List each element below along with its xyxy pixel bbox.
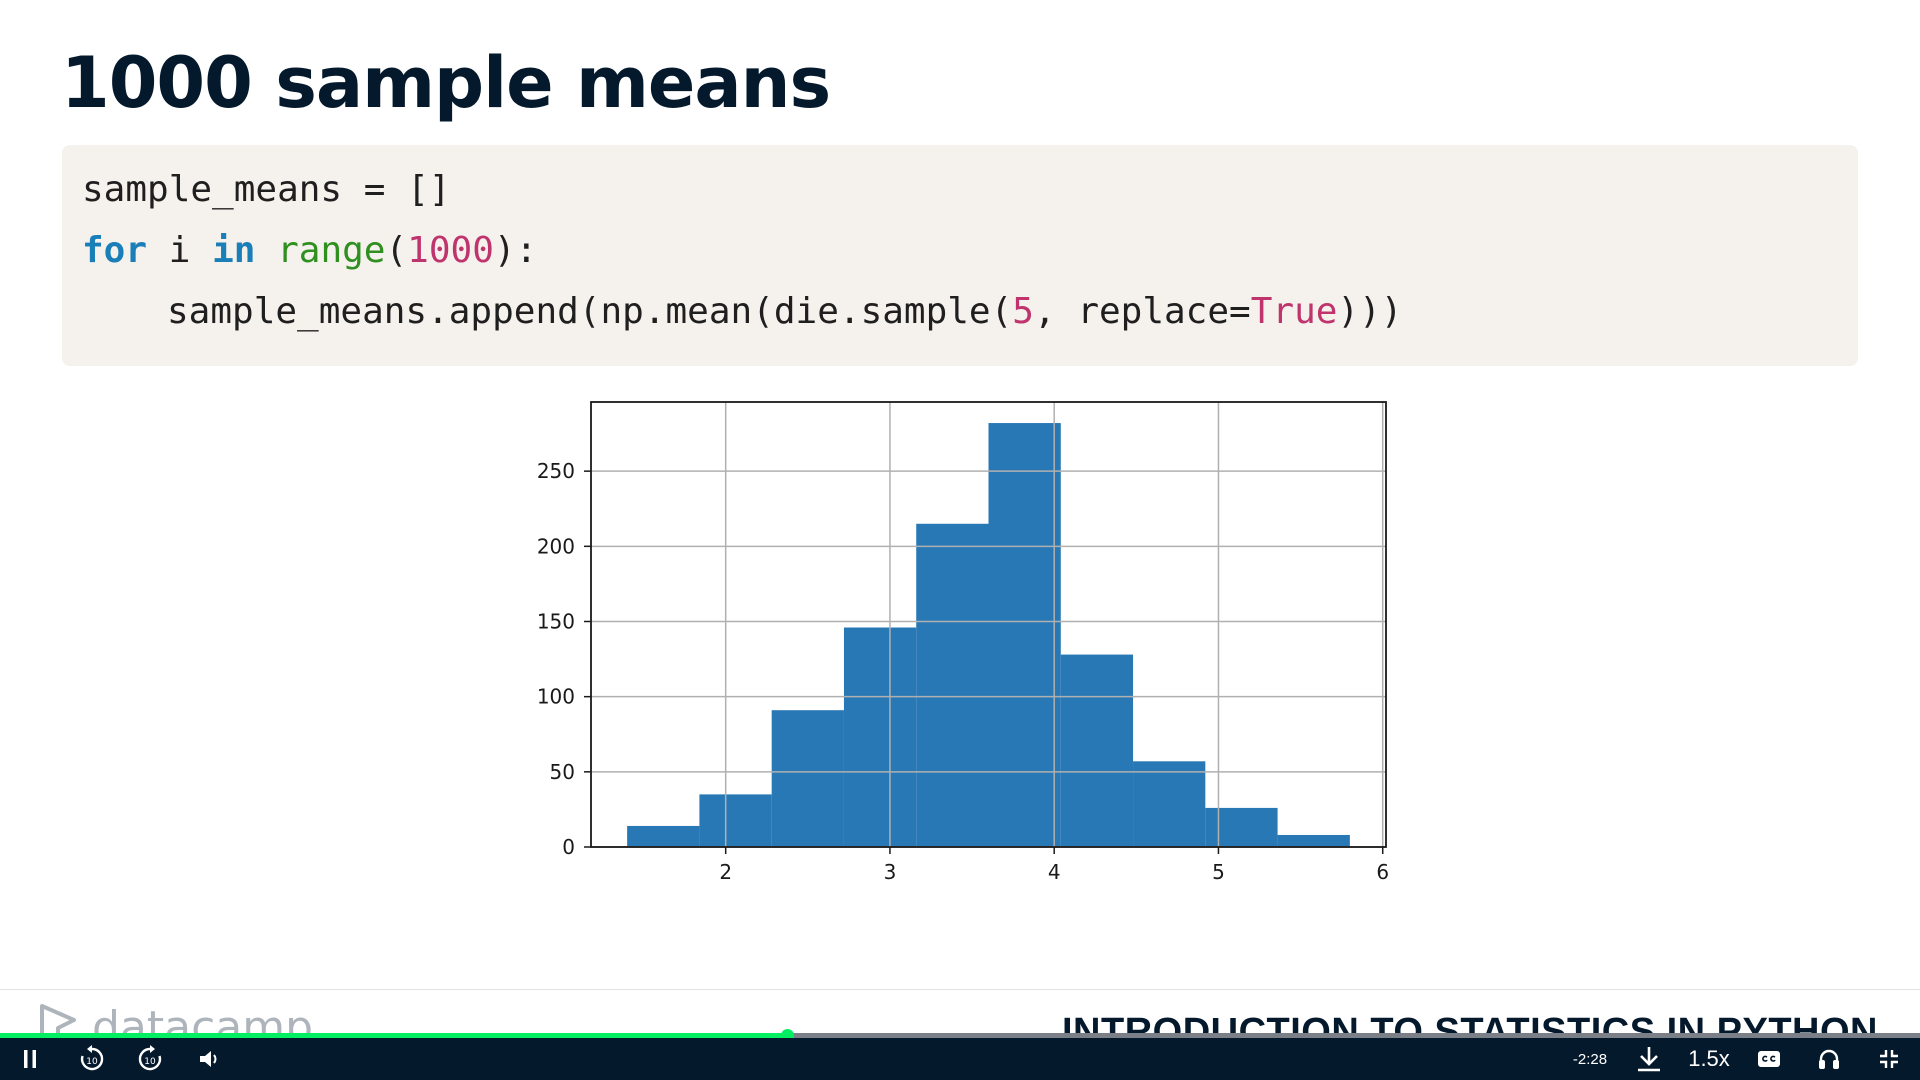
rewind-button[interactable]: 10	[72, 1038, 112, 1080]
pause-button[interactable]	[16, 1038, 44, 1080]
x-tick-label: 3	[884, 860, 897, 884]
exit-fullscreen-icon	[1879, 1049, 1899, 1069]
builtin-range: range	[277, 230, 386, 271]
x-tick-label: 4	[1048, 860, 1061, 884]
code-paren-open: (	[385, 230, 408, 271]
volume-button[interactable]	[196, 1038, 224, 1080]
forward-10-icon: 10	[135, 1044, 165, 1074]
x-tick-label: 5	[1212, 860, 1225, 884]
number-literal: 1000	[407, 230, 494, 271]
y-tick-label: 50	[550, 760, 575, 784]
download-icon	[1636, 1045, 1662, 1073]
histogram-bar	[627, 825, 700, 847]
exit-fullscreen-button[interactable]	[1874, 1038, 1904, 1080]
histogram-bar	[1205, 807, 1278, 847]
code-line-2: for i in range(1000):	[62, 230, 1858, 291]
histogram-chart: 2 3 4 5 6 0 50 100 150 200 250	[537, 401, 1389, 884]
player-controls-bar: 10 10 -2:28	[0, 1038, 1920, 1080]
code-call: sample_means.append(np.mean(die.sample(	[167, 291, 1013, 332]
progress-fill	[0, 1033, 788, 1038]
histogram-bar	[988, 423, 1061, 847]
plot-frame	[590, 401, 1387, 848]
playback-speed-label: 1.5x	[1688, 1046, 1730, 1071]
time-remaining-label: -2:28	[1572, 1050, 1608, 1068]
footer-divider	[0, 989, 1920, 990]
forward-button[interactable]: 10	[130, 1038, 170, 1080]
audio-icon	[1817, 1047, 1841, 1071]
keyword-in: in	[212, 230, 256, 271]
code-line-3: sample_means.append(np.mean(die.sample(5…	[62, 291, 1858, 352]
histogram-bar	[1060, 654, 1134, 847]
x-tick-label: 6	[1376, 860, 1389, 884]
histogram-svg: 2 3 4 5 6 0 50 100 150 200 250	[537, 401, 1389, 884]
brand-logo: datacamp	[38, 1002, 313, 1038]
progress-track[interactable]	[0, 1033, 1920, 1038]
y-tick-label: 0	[562, 835, 575, 859]
captions-icon	[1757, 1050, 1781, 1068]
y-tick-label: 100	[537, 685, 575, 709]
number-literal: 5	[1012, 291, 1034, 332]
y-tick-label: 250	[537, 459, 575, 483]
code-paren-close: ):	[493, 230, 538, 271]
audio-button[interactable]	[1814, 1038, 1844, 1080]
histogram-bar	[1133, 761, 1206, 847]
code-args: , replace=	[1033, 291, 1251, 332]
rewind-10-icon: 10	[77, 1044, 107, 1074]
captions-button[interactable]	[1754, 1038, 1784, 1080]
code-var-i: i	[147, 230, 213, 271]
histogram-bar	[916, 523, 989, 847]
histogram-bar	[1277, 834, 1350, 847]
code-line-1: sample_means = []	[82, 169, 451, 210]
volume-icon	[198, 1048, 222, 1070]
x-tick-label: 2	[719, 860, 732, 884]
histogram-bar	[771, 710, 844, 847]
pause-icon	[22, 1049, 38, 1069]
y-tick-label: 200	[537, 534, 575, 558]
download-button[interactable]	[1634, 1038, 1664, 1080]
keyword-for: for	[82, 230, 148, 271]
time-remaining: -2:28	[1562, 1038, 1618, 1080]
brand-name: datacamp	[92, 1002, 314, 1038]
histogram-bar	[699, 794, 772, 847]
forward-seconds: 10	[144, 1057, 156, 1067]
code-block: sample_means = [] for i in range(1000): …	[62, 145, 1858, 366]
histogram-bar	[843, 627, 917, 847]
rewind-seconds: 10	[86, 1057, 98, 1067]
slide-title: 1000 sample means	[61, 42, 831, 124]
constant-true: True	[1250, 291, 1338, 332]
playback-speed-button[interactable]: 1.5x	[1684, 1038, 1734, 1080]
y-tick-label: 150	[537, 609, 575, 633]
code-close-parens: )))	[1337, 291, 1403, 332]
